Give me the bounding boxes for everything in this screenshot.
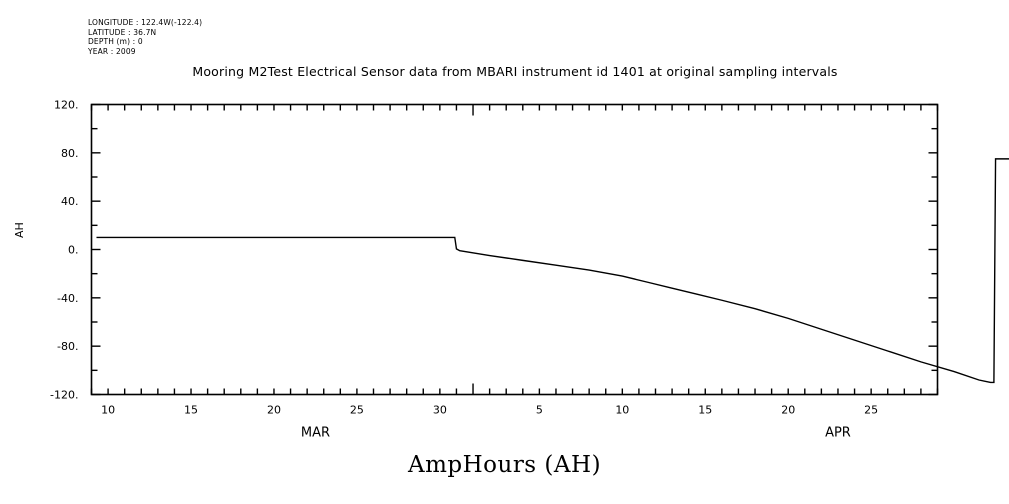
data-line [96,158,1009,384]
x-tick-label: 20 [267,404,281,417]
metadata-latitude: LATITUDE : 36.7N [88,27,157,37]
x-tick-labels: 10 15 20 25 30 5 10 15 20 25 [101,404,878,417]
metadata-longitude: LONGITUDE : 122.4W(-122.4) [88,18,203,27]
axis-ticks [90,103,939,396]
x-tick-label: 15 [698,404,712,417]
x-tick-label: 30 [433,404,447,417]
y-tick-labels: 120. 80. 40. 0. -40. -80. -120. [50,99,78,402]
metadata-block: LONGITUDE : 122.4W(-122.4) LATITUDE : 36… [88,18,202,56]
x-tick-label: 25 [350,404,364,417]
metadata-depth: DEPTH (m) : 0 [88,37,143,47]
x-tick-label: 25 [864,404,878,417]
chart-title: Mooring M2Test Electrical Sensor data fr… [192,64,838,79]
x-tick-label: 20 [781,404,795,417]
x-tick-label: 15 [184,404,198,417]
x-tick-label: 5 [536,404,543,417]
y-tick-label: 120. [54,99,79,112]
y-tick-label: -120. [50,389,78,402]
y-tick-label: 80. [61,147,79,160]
x-month-label: MAR [301,426,330,441]
y-tick-label: 40. [61,195,79,208]
x-month-label: APR [825,426,851,441]
x-tick-label: 10 [615,404,629,417]
y-tick-label: -80. [57,340,78,353]
bottom-title: AmpHours (AH) [407,452,602,478]
x-tick-label: 10 [101,404,115,417]
y-tick-label: 0. [68,244,79,257]
plot-frame [90,103,939,396]
y-tick-label: -40. [57,292,78,305]
data-series [96,158,1009,384]
x-month-labels: MAR APR [301,426,851,441]
metadata-year: YEAR : 2009 [88,46,136,56]
